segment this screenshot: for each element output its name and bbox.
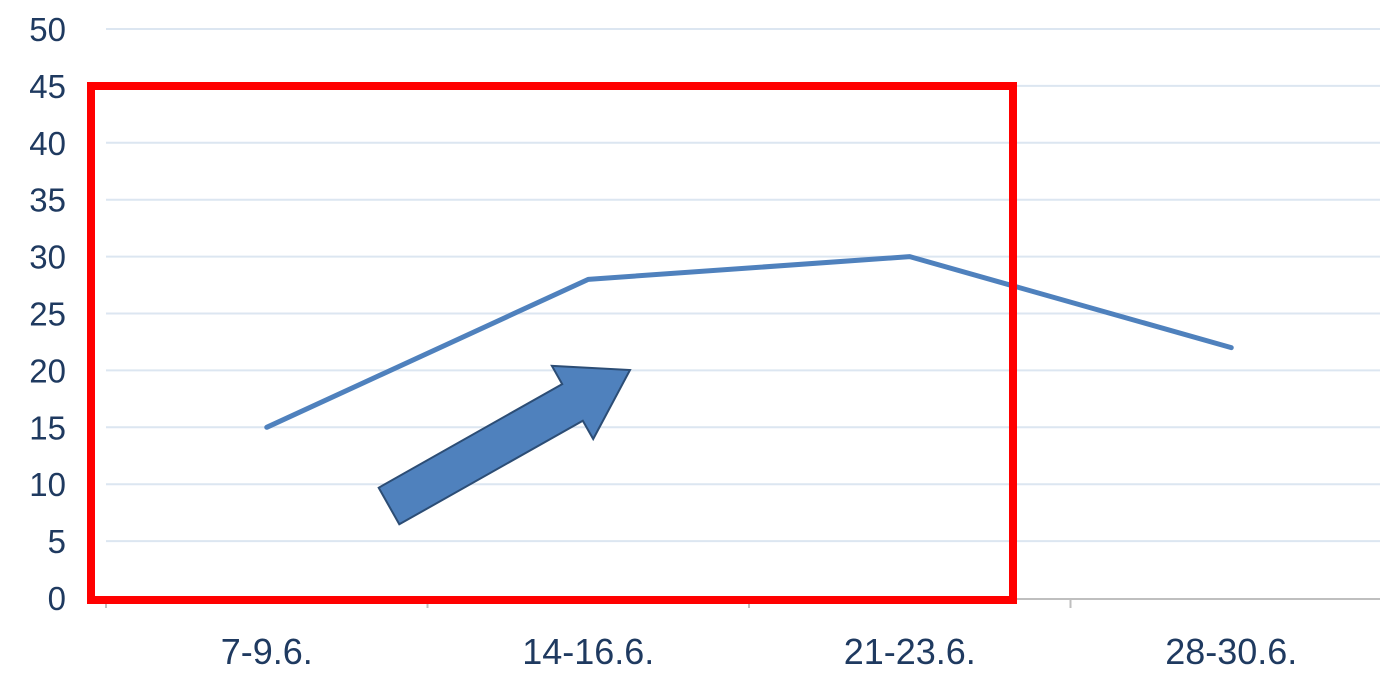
series-line xyxy=(264,254,1234,430)
x-tick-label: 7-9.6. xyxy=(221,631,313,672)
highlight-rectangle xyxy=(87,82,1017,604)
y-tick-label: 10 xyxy=(29,466,66,503)
y-tick-label: 5 xyxy=(48,523,66,560)
x-tick-label: 14-16.6. xyxy=(522,631,654,672)
y-axis-tick-labels: 0 5 10 15 20 25 30 35 40 45 50 xyxy=(29,11,66,617)
trend-arrow xyxy=(377,364,632,526)
x-tick-label: 28-30.6. xyxy=(1165,631,1297,672)
x-axis-tick-labels: 7-9.6. 14-16.6. 21-23.6. 28-30.6. xyxy=(221,631,1298,672)
y-tick-label: 40 xyxy=(29,125,66,162)
gridlines xyxy=(106,28,1380,543)
y-tick-label: 25 xyxy=(29,296,66,333)
x-tick-label: 21-23.6. xyxy=(844,631,976,672)
y-tick-label: 15 xyxy=(29,409,66,446)
y-tick-label: 35 xyxy=(29,182,66,219)
y-tick-label: 30 xyxy=(29,239,66,276)
annotations xyxy=(87,82,1017,604)
y-tick-label: 20 xyxy=(29,352,66,389)
series-lines xyxy=(264,254,1234,430)
y-tick-label: 0 xyxy=(48,580,66,617)
y-tick-label: 45 xyxy=(29,68,66,105)
y-tick-label: 50 xyxy=(29,11,66,48)
